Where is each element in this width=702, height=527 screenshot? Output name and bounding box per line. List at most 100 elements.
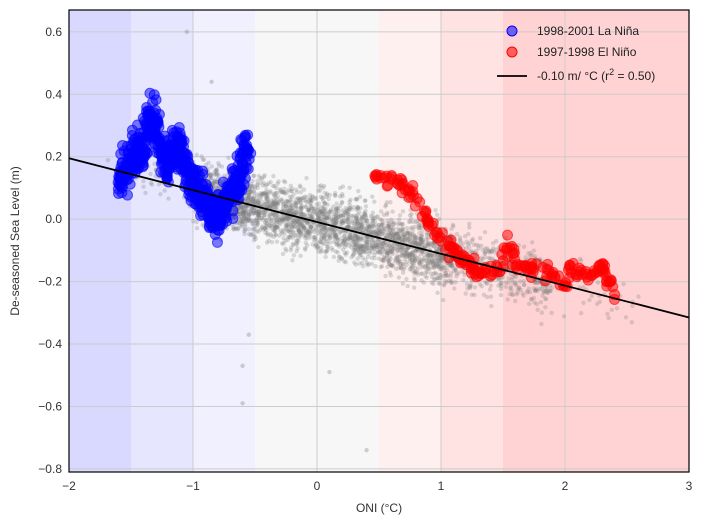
gray-point bbox=[335, 210, 340, 216]
gray-point bbox=[381, 228, 386, 234]
gray-point bbox=[355, 235, 360, 241]
gray-point bbox=[208, 175, 214, 181]
gray-point bbox=[214, 167, 219, 172]
gray-point bbox=[243, 212, 248, 217]
gray-point bbox=[352, 221, 357, 227]
gray-point bbox=[549, 310, 554, 316]
gray-point bbox=[379, 222, 385, 227]
gray-point bbox=[354, 196, 359, 202]
gray-point bbox=[283, 191, 288, 196]
gray-point bbox=[359, 227, 364, 233]
gray-point bbox=[397, 254, 403, 259]
gray-point bbox=[351, 223, 357, 229]
gray-point bbox=[322, 208, 328, 214]
gray-point bbox=[242, 210, 248, 215]
gray-point bbox=[372, 231, 377, 236]
gray-point bbox=[346, 220, 351, 225]
gray-point bbox=[288, 221, 294, 226]
gray-point bbox=[257, 227, 263, 232]
gray-point bbox=[464, 239, 469, 244]
gray-point bbox=[268, 225, 273, 230]
gray-point bbox=[250, 197, 256, 202]
gray-point bbox=[194, 219, 199, 225]
gray-point bbox=[439, 259, 444, 264]
gray-point bbox=[400, 222, 406, 227]
gray-point bbox=[271, 198, 277, 203]
gray-point bbox=[334, 235, 340, 241]
gray-point bbox=[289, 224, 294, 229]
gray-point bbox=[300, 223, 306, 228]
gray-point bbox=[412, 268, 417, 274]
gray-point bbox=[268, 219, 274, 224]
gray-point bbox=[376, 239, 381, 244]
gray-point bbox=[287, 210, 292, 215]
gray-point bbox=[345, 212, 351, 217]
gray-point bbox=[370, 216, 376, 222]
gray-point bbox=[496, 283, 501, 288]
gray-point bbox=[304, 228, 309, 233]
gray-point bbox=[333, 221, 339, 227]
gray-point bbox=[294, 219, 300, 224]
gray-point bbox=[354, 239, 360, 244]
gray-point bbox=[418, 222, 423, 228]
gray-point bbox=[396, 259, 401, 264]
gray-point bbox=[343, 229, 348, 234]
gray-point bbox=[321, 206, 327, 211]
gray-point bbox=[327, 233, 332, 238]
gray-point bbox=[333, 222, 338, 227]
gray-point bbox=[378, 209, 384, 214]
gray-point bbox=[240, 204, 245, 210]
gray-point bbox=[330, 247, 335, 253]
gray-point bbox=[299, 211, 304, 217]
gray-point bbox=[341, 218, 347, 223]
gray-point bbox=[404, 250, 410, 255]
gray-point bbox=[482, 246, 488, 251]
gray-point bbox=[347, 233, 352, 239]
gray-point bbox=[436, 276, 442, 281]
gray-point bbox=[359, 222, 365, 228]
gray-point bbox=[276, 199, 281, 204]
gray-point bbox=[385, 224, 391, 229]
gray-point bbox=[340, 238, 345, 244]
gray-point bbox=[423, 273, 428, 279]
gray-point bbox=[375, 225, 380, 230]
gray-point bbox=[317, 208, 323, 214]
gray-point bbox=[416, 255, 422, 260]
gray-point bbox=[404, 259, 409, 265]
gray-point bbox=[385, 250, 390, 256]
gray-point bbox=[308, 214, 313, 219]
gray-point bbox=[294, 238, 300, 243]
gray-point bbox=[268, 179, 273, 185]
gray-point bbox=[306, 207, 312, 212]
gray-point bbox=[426, 266, 431, 271]
gray-point bbox=[324, 241, 329, 247]
x-tick-label: −2 bbox=[62, 479, 76, 493]
gray-point bbox=[337, 214, 342, 219]
gray-point bbox=[371, 239, 376, 245]
gray-point bbox=[301, 187, 307, 192]
gray-point bbox=[247, 190, 253, 195]
gray-point bbox=[254, 215, 260, 221]
gray-point bbox=[401, 267, 406, 272]
gray-point bbox=[241, 214, 247, 220]
gray-point bbox=[386, 221, 391, 226]
gray-point bbox=[293, 219, 298, 224]
gray-point bbox=[307, 231, 313, 236]
gray-point bbox=[293, 200, 299, 206]
gray-point bbox=[281, 236, 286, 241]
gray-point bbox=[283, 203, 289, 208]
gray-point bbox=[353, 234, 358, 239]
gray-point bbox=[434, 212, 440, 218]
gray-point bbox=[388, 256, 393, 261]
gray-point bbox=[321, 241, 326, 247]
gray-point bbox=[383, 202, 389, 208]
gray-point bbox=[427, 260, 433, 265]
gray-point bbox=[314, 208, 320, 214]
gray-point bbox=[398, 236, 403, 242]
gray-point bbox=[306, 208, 311, 213]
gray-point bbox=[341, 259, 347, 264]
gray-point bbox=[241, 209, 246, 215]
gray-point bbox=[213, 168, 218, 173]
gray-point bbox=[332, 232, 337, 238]
gray-point bbox=[408, 266, 414, 271]
